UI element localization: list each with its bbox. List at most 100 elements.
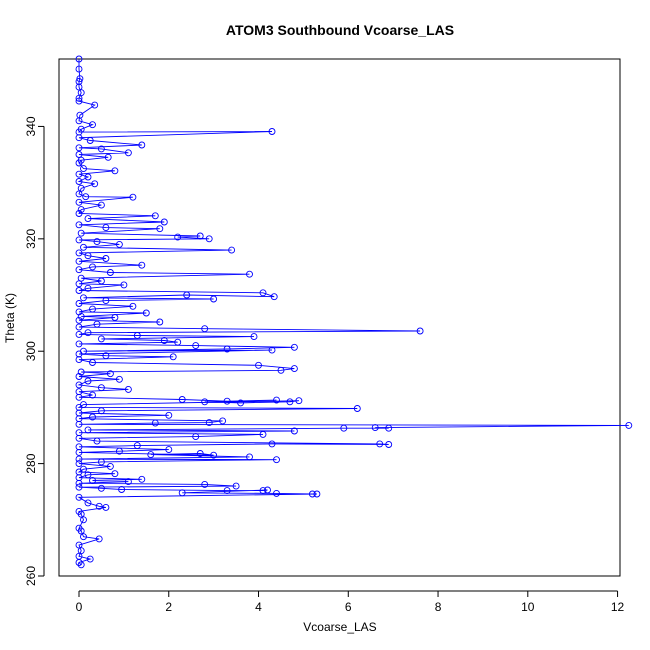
plot-frame	[58, 58, 621, 577]
data-point	[91, 180, 99, 188]
data-point	[75, 170, 83, 178]
data-point	[84, 471, 92, 479]
data-point	[75, 55, 83, 63]
x-tick-label: 6	[345, 600, 352, 614]
data-point	[160, 218, 168, 226]
data-point	[259, 289, 267, 297]
y-axis: 260 280 300 320 340	[24, 116, 45, 586]
x-tick-label: 2	[165, 600, 172, 614]
data-point	[219, 417, 227, 425]
data-point	[196, 450, 204, 457]
data-point	[75, 493, 83, 501]
data-point	[174, 233, 182, 241]
data-point	[147, 451, 155, 459]
data-point	[268, 440, 276, 448]
data-point	[77, 561, 85, 569]
data-point	[84, 377, 92, 385]
data-point	[124, 149, 132, 157]
data-point	[268, 128, 276, 135]
data-point	[313, 490, 321, 498]
data-point	[232, 482, 240, 490]
y-axis-label: Theta (K)	[3, 293, 17, 343]
data-point	[95, 502, 103, 510]
data-point	[156, 318, 164, 326]
data-point	[205, 419, 213, 427]
data-point	[178, 396, 186, 403]
data-point	[89, 477, 96, 484]
data-point	[75, 483, 83, 491]
data-point	[169, 353, 177, 361]
data-point	[80, 516, 87, 524]
data-point	[106, 462, 114, 470]
data-point	[84, 252, 92, 260]
data-point	[84, 426, 92, 434]
data-point	[75, 316, 83, 324]
data-point	[75, 159, 83, 167]
data-point	[89, 413, 96, 421]
data-point	[104, 153, 112, 161]
data-point	[376, 440, 384, 448]
data-point	[259, 487, 267, 495]
data-point	[80, 533, 87, 541]
data-point	[340, 424, 348, 432]
data-point	[97, 277, 105, 285]
data-point	[250, 333, 258, 341]
data-point	[290, 343, 298, 351]
data-point	[210, 295, 218, 303]
data-point	[80, 294, 87, 302]
data-point	[371, 424, 379, 432]
data-point	[75, 221, 83, 229]
data-point	[77, 206, 85, 214]
data-point	[75, 134, 83, 142]
data-point	[124, 385, 132, 393]
data-point	[115, 375, 123, 383]
data-point	[97, 384, 105, 392]
data-point	[138, 141, 146, 149]
x-tick-label: 10	[521, 600, 535, 614]
data-point	[80, 165, 87, 173]
data-point	[77, 368, 85, 376]
data-point	[111, 314, 119, 321]
data-point	[102, 255, 110, 262]
data-point	[91, 101, 99, 109]
y-tick-label: 280	[24, 453, 38, 473]
data-point	[75, 393, 83, 401]
x-tick-label: 8	[435, 600, 442, 614]
data-point	[102, 224, 110, 232]
data-point	[223, 397, 231, 405]
data-point	[102, 297, 110, 305]
data-point	[77, 510, 85, 518]
data-point	[97, 458, 105, 466]
data-point	[118, 486, 126, 493]
x-axis: 0 2 4 6 8 10 12	[76, 590, 625, 614]
data-point	[86, 555, 94, 563]
data-point	[273, 396, 280, 404]
data-point	[75, 455, 83, 463]
data-point	[124, 478, 132, 486]
data-point	[84, 284, 92, 292]
data-point	[192, 342, 200, 350]
data-point	[273, 489, 280, 497]
data-point	[93, 437, 101, 445]
data-point	[75, 356, 83, 364]
x-axis-label: Vcoarse_LAS	[303, 620, 376, 634]
data-point	[115, 240, 123, 248]
data-point	[111, 470, 119, 478]
data-point	[75, 94, 83, 102]
data-point	[255, 361, 262, 369]
data-point	[77, 527, 85, 535]
data-point	[75, 178, 83, 185]
data-point	[95, 535, 103, 543]
data-point	[264, 486, 271, 494]
data-point	[102, 352, 110, 360]
y-tick-label: 320	[24, 228, 38, 248]
x-tick-label: 0	[76, 600, 83, 614]
data-point	[75, 257, 83, 265]
data-point	[115, 447, 123, 455]
data-point	[246, 453, 253, 461]
data-point	[178, 489, 186, 497]
data-point	[75, 448, 83, 456]
data-point	[133, 332, 141, 339]
data-point	[75, 420, 83, 428]
data-point	[80, 243, 87, 251]
